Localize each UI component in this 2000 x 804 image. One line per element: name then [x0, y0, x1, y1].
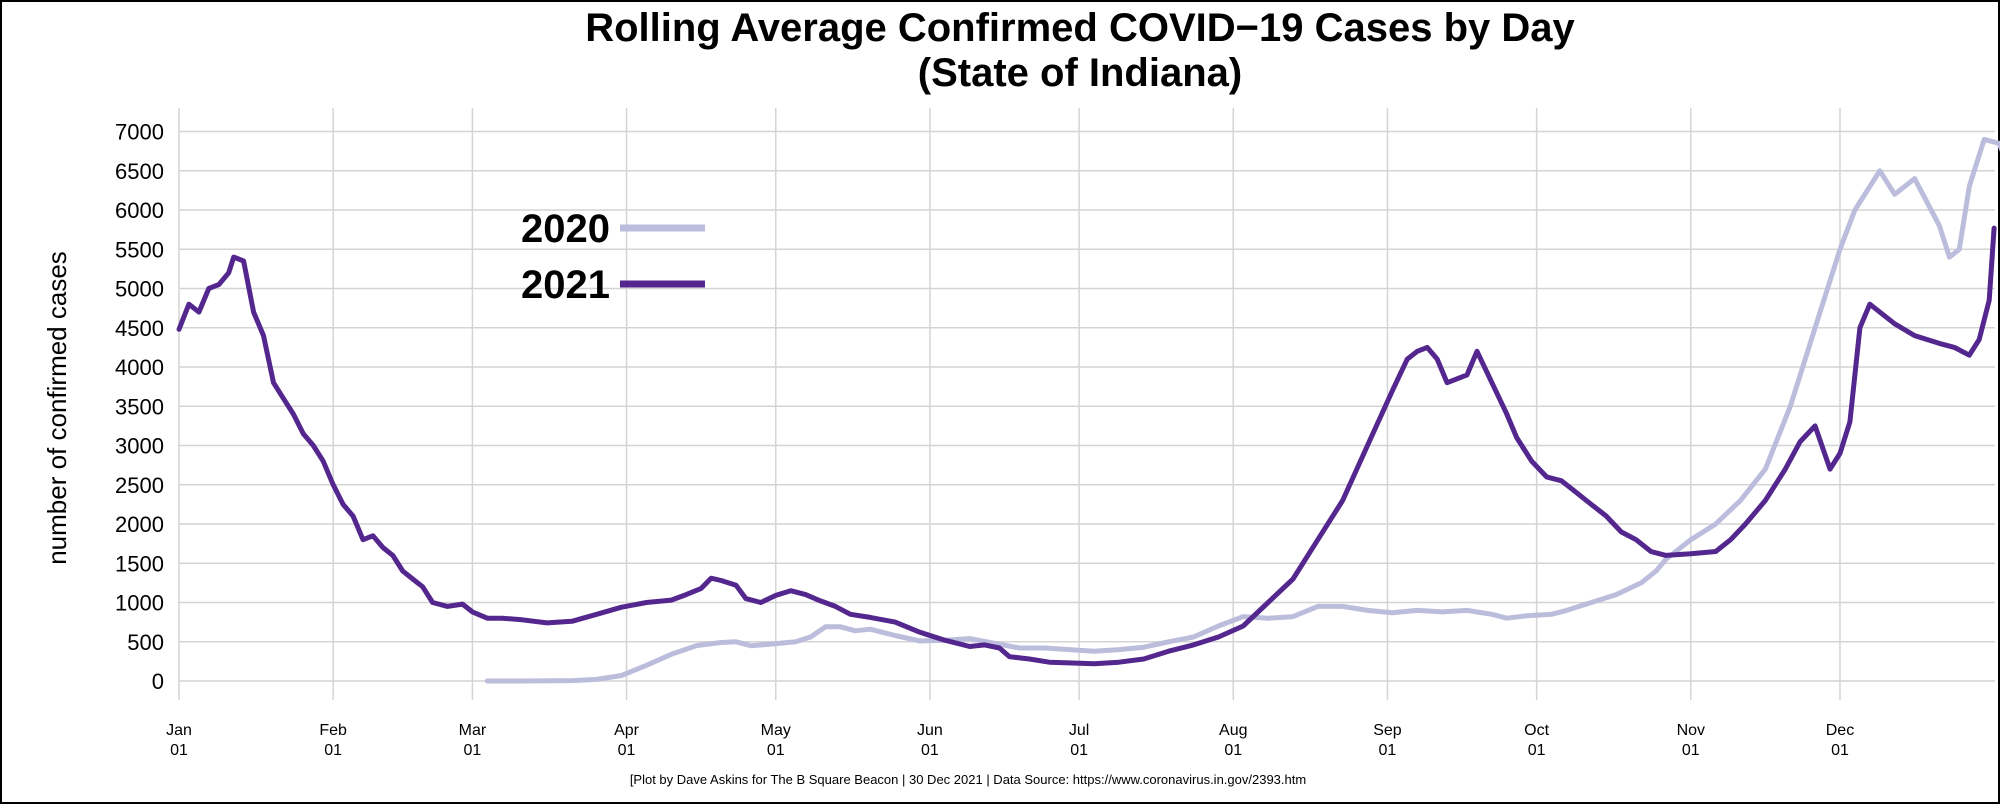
x-axis: Jan 01 Feb 01 Mar 01 Apr 01 May 01 Jun 01 Jul 01 Aug 01…: [166, 722, 1854, 759]
x-tick-day: 01: [170, 742, 188, 759]
x-tick-day: 01: [767, 742, 785, 759]
x-tick-day: 01: [1528, 742, 1546, 759]
y-tick-label: 1000: [115, 591, 164, 616]
y-axis: 0 500 1000 1500 2000 2500 3000 3500 4000 4500 5000…: [115, 120, 164, 695]
y-tick-label: 7000: [115, 120, 164, 145]
y-tick-label: 5000: [115, 277, 164, 302]
x-tick-day: 01: [1379, 742, 1397, 759]
grid: [178, 108, 1995, 700]
x-tick-day: 01: [464, 742, 482, 759]
credit-line: [Plot by Dave Askins for The B Square Be…: [630, 772, 1306, 787]
x-tick-month: May: [761, 722, 791, 739]
y-tick-label: 1500: [115, 551, 164, 576]
y-tick-label: 6500: [115, 159, 164, 184]
y-tick-label: 2000: [115, 512, 164, 537]
y-tick-label: 3000: [115, 434, 164, 459]
x-tick-month: Jul: [1069, 722, 1089, 739]
x-tick-day: 01: [1224, 742, 1242, 759]
y-tick-label: 6000: [115, 198, 164, 223]
x-tick-month: Mar: [459, 722, 487, 739]
x-tick-month: Nov: [1677, 722, 1705, 739]
x-tick-day: 01: [618, 742, 636, 759]
series-line-2020: [484, 136, 2000, 684]
x-tick-month: Jun: [917, 722, 943, 739]
chart-title-line2: (State of Indiana): [918, 51, 1242, 95]
legend: 2020 2021: [521, 207, 705, 307]
x-tick-month: Oct: [1524, 722, 1549, 739]
y-tick-label: 3500: [115, 394, 164, 419]
x-tick-day: 01: [921, 742, 939, 759]
x-tick-day: 01: [1831, 742, 1849, 759]
y-tick-label: 4000: [115, 355, 164, 380]
y-tick-label: 4500: [115, 316, 164, 341]
legend-label-2020: 2020: [521, 207, 610, 251]
x-tick-month: Jan: [166, 722, 192, 739]
x-tick-month: Sep: [1373, 722, 1402, 739]
y-tick-label: 2500: [115, 473, 164, 498]
x-tick-month: Aug: [1219, 722, 1247, 739]
chart-title-line1: Rolling Average Confirmed COVID−19 Cases…: [585, 6, 1575, 50]
x-tick-month: Apr: [614, 722, 640, 739]
series-lines: [176, 136, 2000, 684]
x-tick-day: 01: [324, 742, 342, 759]
series-line-2021: [176, 225, 1997, 667]
legend-label-2021: 2021: [521, 263, 610, 307]
y-tick-label: 500: [127, 630, 164, 655]
x-tick-month: Feb: [319, 722, 347, 739]
y-axis-label: number of confirmed cases: [42, 251, 72, 565]
y-tick-label: 0: [152, 669, 164, 694]
x-tick-month: Dec: [1826, 722, 1854, 739]
x-tick-day: 01: [1070, 742, 1088, 759]
y-tick-label: 5500: [115, 237, 164, 262]
x-tick-day: 01: [1682, 742, 1700, 759]
